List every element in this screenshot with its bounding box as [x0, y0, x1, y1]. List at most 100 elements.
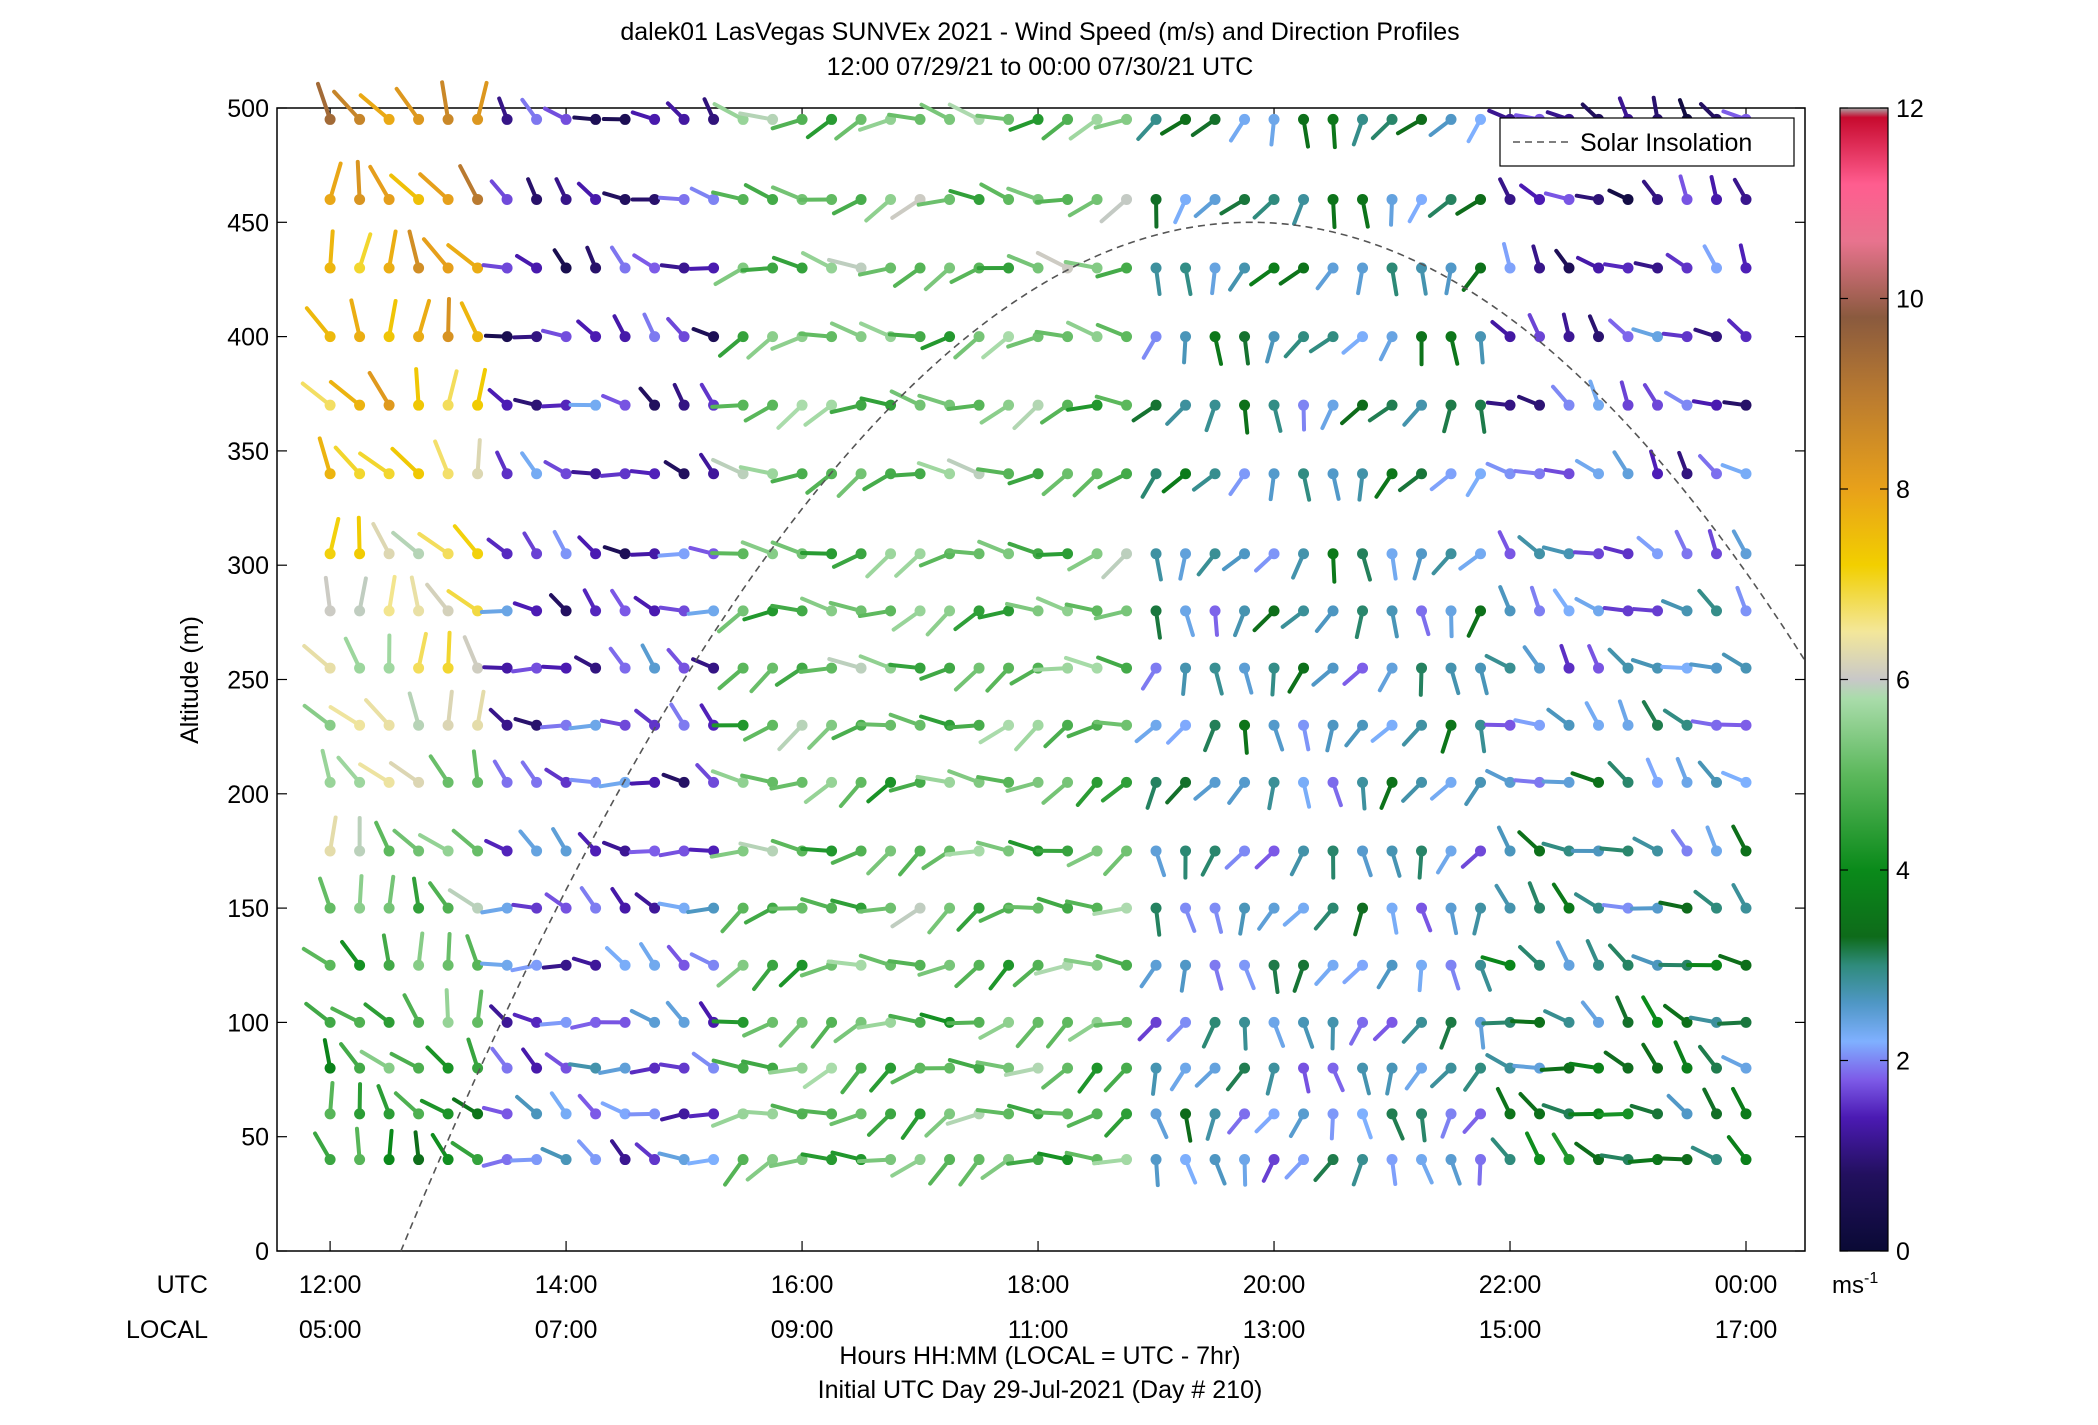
wind-barb [451, 1097, 484, 1120]
wind-barb [1327, 193, 1339, 230]
wind-barb [419, 1098, 454, 1120]
wind-barb [634, 892, 661, 914]
wind-barb [954, 959, 985, 989]
y-tick-label: 50 [241, 1124, 269, 1152]
wind-barb [1357, 468, 1369, 502]
wind-barb [452, 524, 484, 560]
wind-barb [1602, 605, 1634, 617]
wind-barb [1166, 1016, 1192, 1042]
wind-barb [1137, 1016, 1162, 1042]
wind-barb [829, 399, 867, 415]
wind-barb [425, 1045, 454, 1074]
wind-barb [975, 1060, 1015, 1074]
wind-barb [718, 331, 749, 358]
wind-barb [669, 702, 690, 731]
wind-barb [486, 537, 513, 560]
wind-barb [891, 605, 926, 632]
wind-barb [1180, 331, 1192, 365]
wind-barb [1209, 662, 1224, 696]
wind-barb [810, 1016, 838, 1049]
row-label-utc: UTC [157, 1271, 208, 1299]
wind-barb [1005, 601, 1044, 617]
wind-barb [568, 399, 602, 411]
wind-barb [1664, 390, 1693, 411]
wind-barb [900, 1108, 926, 1140]
wind-barb [1690, 719, 1723, 731]
wind-barb [1180, 262, 1193, 297]
wind-barb [343, 636, 366, 674]
wind-barb [1632, 605, 1664, 617]
wind-barb [577, 535, 602, 560]
wind-barb [1254, 548, 1280, 573]
wind-barb [1376, 959, 1398, 990]
wind-barb [1475, 1154, 1487, 1186]
wind-barb [1484, 719, 1516, 731]
wind-barb [612, 314, 631, 343]
wind-barb [522, 531, 543, 560]
wind-barb [526, 177, 543, 205]
wind-barb [723, 1154, 749, 1187]
wind-barb [367, 370, 395, 411]
wind-barb [1066, 1108, 1103, 1128]
wind-barb [388, 761, 425, 788]
wind-barb [916, 461, 956, 480]
wind-barb [383, 874, 396, 914]
wind-barb [977, 605, 1015, 620]
wind-barb [1298, 1062, 1311, 1094]
wind-barb [1445, 662, 1461, 696]
wind-barb [985, 662, 1015, 693]
wind-barb [1034, 329, 1074, 343]
wind-barb [339, 1042, 366, 1074]
wind-barb [1268, 113, 1280, 147]
wind-barb [1731, 529, 1752, 560]
wind-barb [1596, 1108, 1634, 1120]
wind-barb [513, 717, 543, 731]
wind-barb [633, 595, 661, 617]
wind-barb [515, 1094, 543, 1120]
wind-barb [642, 312, 661, 343]
wind-barb [1636, 535, 1664, 560]
wind-barb [688, 845, 720, 857]
wind-barb [1239, 331, 1251, 366]
wind-barb [1037, 1151, 1074, 1166]
wind-barb [1585, 939, 1605, 971]
wind-barb [1445, 959, 1461, 991]
wind-barb [1607, 188, 1634, 205]
wind-barb [1196, 548, 1221, 577]
wind-barb [1221, 548, 1251, 572]
wind-barb [857, 605, 897, 619]
wind-barb [539, 1016, 572, 1028]
wind-barb [1498, 177, 1516, 205]
wind-barb [1370, 113, 1398, 141]
wind-barb [687, 1154, 720, 1166]
wind-barb [1466, 113, 1487, 144]
wind-barb [1327, 548, 1339, 584]
wind-barb [745, 1154, 779, 1182]
wind-barb [1291, 548, 1310, 580]
wind-barb [1327, 468, 1341, 501]
wind-barb [628, 845, 661, 857]
wind-barb [1445, 605, 1457, 639]
wind-barb [1034, 193, 1074, 205]
wind-barb [425, 582, 454, 617]
wind-barb [1603, 1050, 1634, 1074]
wind-barb [390, 446, 425, 480]
wind-barb [472, 989, 484, 1028]
x-tick-label-utc: 22:00 [1479, 1271, 1542, 1299]
wind-barb [1697, 760, 1723, 788]
wind-barb [923, 262, 956, 292]
wind-barb [738, 1108, 779, 1120]
wind-barb [1278, 262, 1310, 286]
wind-barb [1607, 647, 1634, 674]
wind-barb [1386, 548, 1398, 581]
wind-barb [1180, 605, 1195, 638]
wind-barb [981, 331, 1015, 360]
wind-barb [1075, 776, 1103, 807]
wind-barb [354, 232, 373, 274]
wind-barb [1513, 776, 1546, 788]
wind-barb [383, 298, 398, 343]
wind-barb [802, 1062, 838, 1090]
wind-barb [666, 317, 690, 343]
wind-barb [1298, 468, 1312, 502]
wind-barb [1690, 1145, 1723, 1166]
